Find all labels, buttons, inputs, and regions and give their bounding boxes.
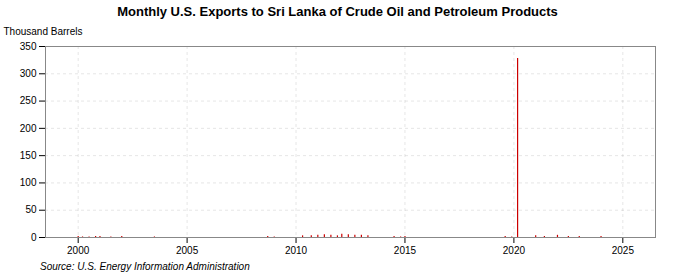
html-text:Source: U.S. Energy Informatio: Source: U.S. Energy Information Administ… bbox=[40, 261, 250, 272]
svg-text:2020: 2020 bbox=[503, 245, 526, 256]
svg-text:0: 0 bbox=[31, 232, 37, 243]
svg-text:2025: 2025 bbox=[612, 245, 635, 256]
svg-text:250: 250 bbox=[20, 95, 37, 106]
svg-text:100: 100 bbox=[20, 177, 37, 188]
html-text:Monthly U.S. Exports to Sri La: Monthly U.S. Exports to Sri Lanka of Cru… bbox=[117, 4, 558, 19]
svg-text:150: 150 bbox=[20, 150, 37, 161]
svg-text:Thousand Barrels: Thousand Barrels bbox=[4, 26, 83, 37]
svg-text:2015: 2015 bbox=[394, 245, 417, 256]
svg-text:50: 50 bbox=[25, 204, 37, 215]
svg-text:2000: 2000 bbox=[67, 245, 90, 256]
svg-text:350: 350 bbox=[20, 41, 37, 52]
svg-text:2005: 2005 bbox=[176, 245, 199, 256]
svg-text:300: 300 bbox=[20, 68, 37, 79]
svg-text:2010: 2010 bbox=[285, 245, 308, 256]
svg-text:200: 200 bbox=[20, 123, 37, 134]
